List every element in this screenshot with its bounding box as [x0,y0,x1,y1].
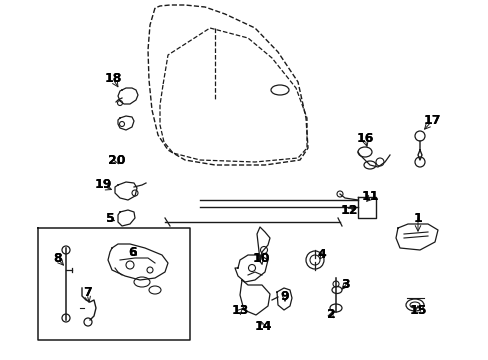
Text: 18: 18 [104,72,122,85]
Text: 18: 18 [104,72,122,85]
Text: 20: 20 [108,153,125,166]
Text: 12: 12 [340,203,357,216]
Text: 13: 13 [231,303,248,316]
Text: 11: 11 [361,190,378,203]
Text: 11: 11 [361,190,378,203]
Text: 14: 14 [254,320,271,333]
Text: 20: 20 [108,153,125,166]
Text: 17: 17 [423,113,440,126]
Text: 17: 17 [423,113,440,126]
Text: 15: 15 [408,303,426,316]
Text: 1: 1 [413,211,422,225]
Text: 6: 6 [128,246,137,258]
Text: 6: 6 [128,246,137,258]
Text: 4: 4 [317,248,325,261]
Text: 19: 19 [94,179,111,192]
Text: 1: 1 [413,211,422,225]
Text: 3: 3 [340,278,348,291]
Text: 7: 7 [82,287,91,300]
Text: 4: 4 [317,248,325,261]
Text: 8: 8 [54,252,62,265]
Text: 10: 10 [252,252,269,265]
Text: 14: 14 [254,320,271,333]
Text: 2: 2 [326,309,335,321]
Text: 2: 2 [326,309,335,321]
Text: 3: 3 [340,278,348,291]
Text: 16: 16 [356,131,373,144]
Text: 5: 5 [105,211,114,225]
Text: 8: 8 [54,252,62,265]
Text: 16: 16 [356,131,373,144]
Text: 12: 12 [340,203,357,216]
Text: 19: 19 [94,179,111,192]
Text: 9: 9 [280,289,289,302]
Text: 10: 10 [252,252,269,265]
Text: 5: 5 [105,211,114,225]
Text: 7: 7 [82,287,91,300]
Text: 13: 13 [231,303,248,316]
Text: 15: 15 [408,303,426,316]
Text: 9: 9 [280,289,289,302]
